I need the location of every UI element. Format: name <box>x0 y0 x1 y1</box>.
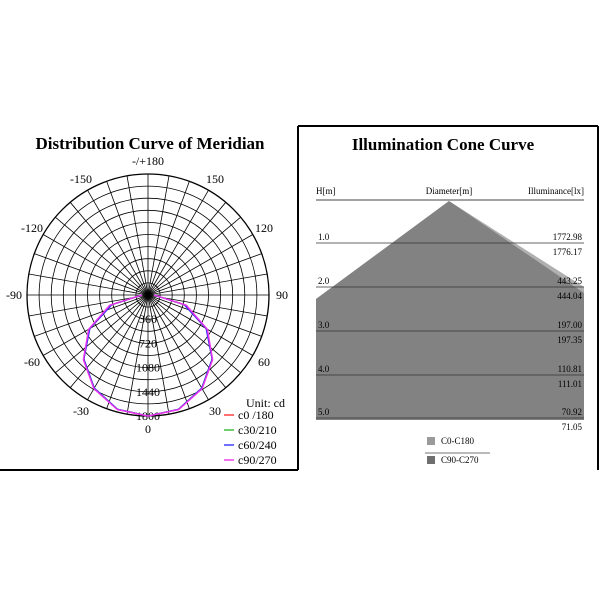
polar-spoke <box>147 294 241 374</box>
angle-label: -60 <box>24 355 40 369</box>
cone-header-diameter: Diameter[m] <box>426 186 472 196</box>
polar-spoke <box>126 294 149 415</box>
polar-spoke <box>147 294 268 317</box>
cone-legend: C0-C180 C90-C270 <box>425 436 490 465</box>
cone-illuminance-c0: 70.92 <box>562 407 582 417</box>
radial-tick-label: 360 <box>139 312 157 326</box>
angle-label: -/+180 <box>132 154 164 168</box>
angle-label: -120 <box>21 221 43 235</box>
radial-tick-label: 1080 <box>136 361 160 375</box>
polar-spoke <box>147 294 227 388</box>
polar-spoke <box>69 202 149 296</box>
cone-illuminance-c90: 111.01 <box>558 379 582 389</box>
polar-spoke <box>147 190 209 296</box>
cone-height-label: 4.0 <box>318 364 330 374</box>
cone-height-label: 5.0 <box>318 407 330 417</box>
cone-chart: Illumination Cone Curve H[m] Diameter[m]… <box>316 135 584 465</box>
polar-spoke <box>43 294 149 356</box>
cone-illuminance-c0: 443.25 <box>557 276 582 286</box>
polar-spoke <box>147 253 262 296</box>
polar-spoke <box>147 202 227 296</box>
polar-spoke <box>147 181 190 296</box>
polar-grid <box>26 173 270 417</box>
angle-label: 120 <box>255 221 273 235</box>
cone-illuminance-c0: 110.81 <box>558 364 582 374</box>
cone-illuminance-c90: 444.04 <box>557 291 582 301</box>
cone-height-label: 3.0 <box>318 320 330 330</box>
unit-label: Unit: cd <box>246 396 285 410</box>
polar-spoke <box>147 234 253 296</box>
polar-spoke <box>69 294 149 388</box>
polar-spoke <box>55 216 149 296</box>
polar-series-3 <box>82 294 214 417</box>
polar-spoke <box>87 190 149 296</box>
polar-series <box>82 294 214 417</box>
legend-label: c0 /180 <box>238 408 274 422</box>
cone-header-height: H[m] <box>316 186 336 196</box>
polar-spoke <box>28 294 149 317</box>
polar-spoke <box>147 294 190 409</box>
polar-spoke <box>55 294 149 374</box>
angle-label: -30 <box>73 404 89 418</box>
legend-label: c60/240 <box>238 438 277 452</box>
cone-area-c90 <box>316 201 584 420</box>
polar-angle-labels: -/+180 -150 150 -120 120 -90 90 -60 60 -30 30 0 <box>6 154 288 436</box>
polar-spoke <box>43 234 149 296</box>
cone-illuminance-c90: 1776.17 <box>553 247 583 257</box>
cone-illuminance-c0: 1772.98 <box>553 232 583 242</box>
cone-illuminance-c90: 197.35 <box>557 335 582 345</box>
polar-spoke <box>28 273 149 296</box>
angle-label: -150 <box>70 172 92 186</box>
polar-spoke <box>147 294 253 356</box>
cone-illuminance-c0: 197.00 <box>557 320 582 330</box>
angle-label: -90 <box>6 288 22 302</box>
legend-label: c30/210 <box>238 423 277 437</box>
polar-spoke <box>34 253 149 296</box>
radial-tick-label: 720 <box>139 336 157 350</box>
angle-label: 0 <box>145 422 151 436</box>
polar-spoke <box>87 294 149 400</box>
legend-label: c90/270 <box>238 453 277 467</box>
radial-tick-label: 1440 <box>136 385 160 399</box>
polar-chart: Distribution Curve of Meridian -/+180 -15… <box>6 134 288 467</box>
polar-spoke <box>147 294 209 400</box>
cone-height-label: 2.0 <box>318 276 330 286</box>
polar-spoke <box>147 294 262 337</box>
angle-label: 150 <box>206 172 224 186</box>
cone-height-label: 1.0 <box>318 232 330 242</box>
angle-label: 30 <box>209 404 221 418</box>
cone-legend-swatch <box>427 456 435 464</box>
polar-spoke <box>106 294 149 409</box>
cone-legend-label: C90-C270 <box>441 455 479 465</box>
cone-areas <box>316 201 584 420</box>
angle-label: 90 <box>276 288 288 302</box>
polar-spoke <box>147 216 241 296</box>
angle-label: 60 <box>258 355 270 369</box>
polar-spoke <box>147 273 268 296</box>
polar-title: Distribution Curve of Meridian <box>35 134 265 153</box>
polar-spoke <box>106 181 149 296</box>
polar-spoke <box>126 175 149 296</box>
polar-spoke <box>147 175 170 296</box>
cone-rows: 1.0 1772.98 1776.17 2.0 443.25 444.04 3.0 197.0… <box>316 232 584 432</box>
cone-illuminance-c90: 71.05 <box>562 422 583 432</box>
cone-header-illuminance: Illuminance[lx] <box>528 186 584 196</box>
cone-legend-swatch <box>427 437 435 445</box>
polar-spoke <box>147 294 170 415</box>
polar-spoke <box>34 294 149 337</box>
cone-legend-label: C0-C180 <box>441 436 475 446</box>
cone-title: Illumination Cone Curve <box>352 135 535 154</box>
